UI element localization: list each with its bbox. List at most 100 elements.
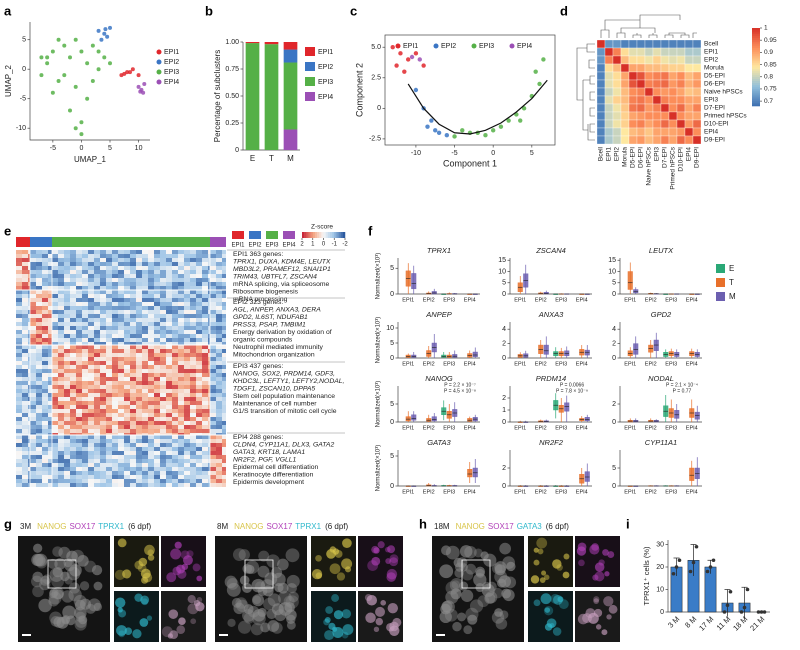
heatmap-texture xyxy=(130,435,136,439)
signal xyxy=(589,544,600,555)
heatmap-texture xyxy=(118,302,124,306)
heatmap-cell xyxy=(652,63,662,73)
heatmap-texture xyxy=(36,262,42,266)
heatmap-cell xyxy=(604,55,614,65)
heatmap-texture xyxy=(94,330,100,334)
heatmap-texture xyxy=(154,405,160,409)
heatmap-texture xyxy=(222,365,226,369)
heatmap-texture xyxy=(118,326,124,330)
heatmap-texture xyxy=(216,451,222,455)
heatmap-texture xyxy=(118,290,124,294)
heatmap-cell xyxy=(644,55,654,65)
heatmap-cell xyxy=(612,127,622,137)
heatmap-texture xyxy=(124,361,130,365)
signal xyxy=(387,602,399,614)
heatmap-texture xyxy=(166,467,172,471)
heatmap-texture xyxy=(124,278,130,282)
nucleus xyxy=(286,574,300,588)
heatmap-texture xyxy=(112,467,118,471)
heatmap-cell xyxy=(620,135,630,145)
heatmap-texture xyxy=(136,270,142,274)
heatmap-texture xyxy=(36,250,42,254)
signal xyxy=(166,572,177,583)
heatmap-texture xyxy=(64,393,70,397)
x-tick-label: EPI3 xyxy=(665,297,677,303)
heatmap-texture xyxy=(58,421,64,425)
heatmap-cell xyxy=(668,135,678,145)
heatmap-texture xyxy=(52,389,58,393)
heatmap-texture xyxy=(210,365,216,369)
point xyxy=(56,79,61,83)
heatmap-cell xyxy=(596,55,606,65)
heatmap-texture xyxy=(148,334,154,338)
heatmap-texture xyxy=(160,479,166,483)
heatmap-texture xyxy=(166,274,172,278)
heatmap-texture xyxy=(160,393,166,397)
heatmap-texture xyxy=(202,342,208,346)
heatmap-texture xyxy=(142,417,148,421)
heatmap-texture xyxy=(100,361,106,365)
heatmap-texture xyxy=(190,479,196,483)
heatmap-texture xyxy=(124,429,130,433)
heatmap-texture xyxy=(48,310,52,314)
nucleus xyxy=(473,573,487,587)
heatmap-texture xyxy=(196,467,202,471)
heatmap-texture xyxy=(222,318,226,322)
colorbar-step xyxy=(752,67,760,70)
heatmap-cell xyxy=(628,127,638,137)
nucleus xyxy=(33,543,43,553)
heatmap-texture xyxy=(48,266,52,270)
heatmap-texture xyxy=(166,345,172,349)
heatmap-texture xyxy=(184,413,190,417)
heatmap-texture xyxy=(82,483,88,487)
heatmap-texture xyxy=(178,429,184,433)
heatmap-texture xyxy=(106,270,112,274)
heatmap-texture xyxy=(16,443,22,447)
nucleus xyxy=(51,575,64,588)
heatmap-texture xyxy=(48,353,52,357)
heatmap-texture xyxy=(112,290,118,294)
heatmap-texture xyxy=(58,385,64,389)
heatmap-texture xyxy=(222,286,226,290)
heatmap-texture xyxy=(148,310,154,314)
colorbar-step xyxy=(314,232,318,238)
heatmap-texture xyxy=(48,405,52,409)
heatmap-texture xyxy=(148,369,154,373)
heatmap-texture xyxy=(70,270,76,274)
heatmap-texture xyxy=(142,393,148,397)
heatmap-texture xyxy=(136,479,142,483)
heatmap-texture xyxy=(148,405,154,409)
heatmap-texture xyxy=(100,377,106,381)
signal xyxy=(537,548,544,555)
heatmap-texture xyxy=(100,405,106,409)
colorbar-step xyxy=(325,232,329,238)
y-tick-label: 5 xyxy=(502,280,506,287)
colorbar-step xyxy=(752,53,760,56)
heatmap-texture xyxy=(196,409,202,413)
heatmap-texture xyxy=(142,278,148,282)
heatmap-texture xyxy=(36,377,42,381)
nucleus xyxy=(32,571,43,583)
heatmap-texture xyxy=(124,314,130,318)
heatmap-texture xyxy=(100,290,106,294)
heatmap-texture xyxy=(142,306,148,310)
bar-segment xyxy=(283,62,298,130)
heatmap-texture xyxy=(130,310,136,314)
heatmap-texture xyxy=(76,282,82,286)
heatmap-texture xyxy=(142,389,148,393)
heatmap-texture xyxy=(118,373,124,377)
heatmap-texture xyxy=(112,330,118,334)
inset-box xyxy=(47,559,77,589)
heatmap-cell xyxy=(692,71,702,81)
heatmap-texture xyxy=(136,405,142,409)
cluster-bar xyxy=(210,237,226,247)
image-title: 3M NANOG SOX17 TPRX1 (6 dpf) xyxy=(20,522,152,531)
heatmap-texture xyxy=(210,250,216,254)
x-tick-label: EPI2 xyxy=(535,425,547,431)
heatmap-texture xyxy=(22,322,28,326)
heatmap-texture xyxy=(208,451,210,455)
heatmap-cell xyxy=(684,95,694,105)
heatmap-texture xyxy=(48,381,52,385)
heatmap-texture xyxy=(178,393,184,397)
heatmap-texture xyxy=(94,463,100,467)
